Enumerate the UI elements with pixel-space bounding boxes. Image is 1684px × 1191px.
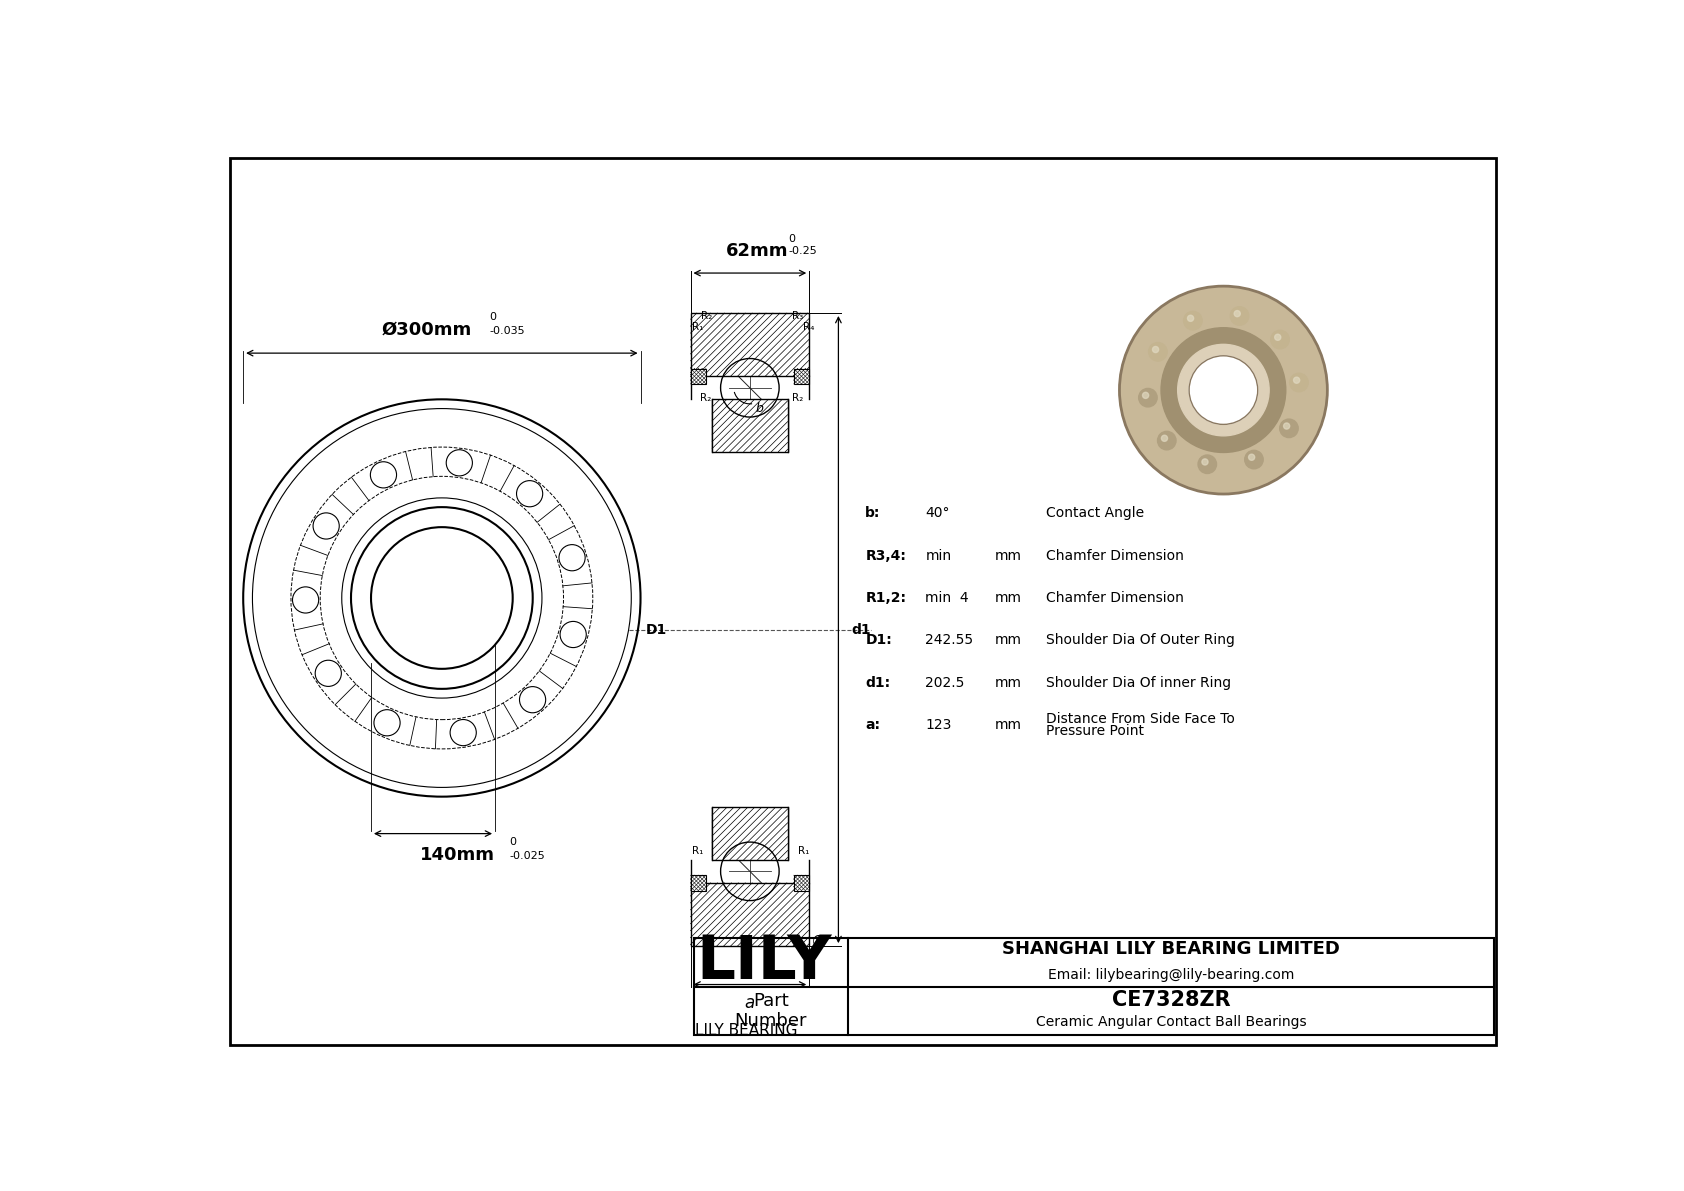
Text: 0: 0 bbox=[510, 837, 517, 848]
Circle shape bbox=[1293, 378, 1300, 384]
Text: 140mm: 140mm bbox=[419, 846, 495, 865]
Circle shape bbox=[1138, 388, 1157, 407]
Text: 123: 123 bbox=[926, 718, 951, 732]
Circle shape bbox=[1120, 286, 1327, 494]
Circle shape bbox=[1280, 419, 1298, 437]
Text: 62mm: 62mm bbox=[726, 243, 788, 261]
Bar bbox=[690, 313, 808, 376]
Text: mm: mm bbox=[995, 549, 1022, 562]
Circle shape bbox=[1162, 435, 1167, 442]
Text: a:: a: bbox=[866, 718, 881, 732]
Text: Chamfer Dimension: Chamfer Dimension bbox=[1046, 549, 1184, 562]
Text: Contact Angle: Contact Angle bbox=[1046, 506, 1145, 520]
Text: Ø300mm: Ø300mm bbox=[381, 322, 472, 339]
Circle shape bbox=[1160, 328, 1287, 453]
Text: 0: 0 bbox=[490, 312, 497, 323]
Text: R₁: R₁ bbox=[692, 323, 704, 332]
Bar bbox=[690, 368, 706, 384]
Text: d1:: d1: bbox=[866, 675, 891, 690]
Text: 0: 0 bbox=[788, 233, 795, 244]
Bar bbox=[690, 883, 808, 946]
Circle shape bbox=[1152, 347, 1159, 353]
Text: CE7328ZR: CE7328ZR bbox=[1111, 990, 1231, 1010]
Text: a: a bbox=[744, 994, 754, 1012]
Circle shape bbox=[1187, 316, 1194, 322]
Text: LILY BEARING: LILY BEARING bbox=[695, 1023, 797, 1039]
Text: d1: d1 bbox=[852, 623, 871, 636]
Text: 202.5: 202.5 bbox=[926, 675, 965, 690]
Circle shape bbox=[1148, 343, 1167, 361]
Text: R₄: R₄ bbox=[803, 323, 815, 332]
Circle shape bbox=[1271, 330, 1290, 349]
Bar bbox=[793, 368, 808, 384]
Text: Part
Number: Part Number bbox=[734, 992, 807, 1030]
Text: Chamfer Dimension: Chamfer Dimension bbox=[1046, 591, 1184, 605]
Text: -0.035: -0.035 bbox=[490, 326, 525, 336]
Text: mm: mm bbox=[995, 675, 1022, 690]
Circle shape bbox=[1248, 454, 1255, 461]
Text: R₁: R₁ bbox=[692, 846, 704, 856]
Text: Shoulder Dia Of Outer Ring: Shoulder Dia Of Outer Ring bbox=[1046, 634, 1234, 648]
Text: R₂: R₂ bbox=[701, 311, 712, 320]
Text: 242.55: 242.55 bbox=[926, 634, 973, 648]
Text: Ceramic Angular Contact Ball Bearings: Ceramic Angular Contact Ball Bearings bbox=[1036, 1015, 1307, 1029]
Text: ®: ® bbox=[810, 935, 825, 950]
Circle shape bbox=[1197, 455, 1216, 474]
Text: SHANGHAI LILY BEARING LIMITED: SHANGHAI LILY BEARING LIMITED bbox=[1002, 940, 1340, 958]
Text: LILY: LILY bbox=[697, 933, 832, 992]
Text: Distance From Side Face To: Distance From Side Face To bbox=[1046, 712, 1234, 725]
Circle shape bbox=[1189, 356, 1258, 424]
Circle shape bbox=[1184, 311, 1202, 330]
Text: R₂: R₂ bbox=[701, 393, 711, 404]
Text: D1:: D1: bbox=[866, 634, 893, 648]
Circle shape bbox=[1142, 392, 1148, 399]
Text: b:: b: bbox=[866, 506, 881, 520]
Bar bbox=[793, 875, 808, 891]
Circle shape bbox=[1290, 373, 1308, 392]
Text: R₂: R₂ bbox=[791, 393, 803, 404]
Text: R₃: R₃ bbox=[791, 311, 803, 320]
Circle shape bbox=[1202, 459, 1207, 464]
Circle shape bbox=[1157, 431, 1175, 450]
Circle shape bbox=[1283, 423, 1290, 429]
Text: Pressure Point: Pressure Point bbox=[1046, 724, 1145, 738]
Text: D1: D1 bbox=[647, 623, 667, 636]
Text: mm: mm bbox=[995, 634, 1022, 648]
Text: Email: lilybearing@lily-bearing.com: Email: lilybearing@lily-bearing.com bbox=[1047, 968, 1295, 981]
Text: 40°: 40° bbox=[926, 506, 950, 520]
Text: mm: mm bbox=[995, 718, 1022, 732]
Text: b: b bbox=[756, 401, 765, 414]
Bar bbox=[690, 875, 706, 891]
Text: min  4: min 4 bbox=[926, 591, 968, 605]
Text: R3,4:: R3,4: bbox=[866, 549, 906, 562]
Bar bbox=[694, 939, 1494, 1035]
Circle shape bbox=[1231, 307, 1250, 325]
Text: R₁: R₁ bbox=[798, 846, 810, 856]
Text: Shoulder Dia Of inner Ring: Shoulder Dia Of inner Ring bbox=[1046, 675, 1231, 690]
Text: min: min bbox=[926, 549, 951, 562]
Bar bbox=[712, 399, 788, 451]
Text: mm: mm bbox=[995, 591, 1022, 605]
Text: -0.025: -0.025 bbox=[510, 852, 546, 861]
Bar bbox=[712, 807, 788, 860]
Circle shape bbox=[1275, 335, 1282, 341]
Circle shape bbox=[1234, 311, 1241, 317]
Circle shape bbox=[1244, 450, 1263, 469]
Text: -0.25: -0.25 bbox=[788, 247, 817, 256]
Circle shape bbox=[1177, 344, 1270, 436]
Text: R1,2:: R1,2: bbox=[866, 591, 906, 605]
